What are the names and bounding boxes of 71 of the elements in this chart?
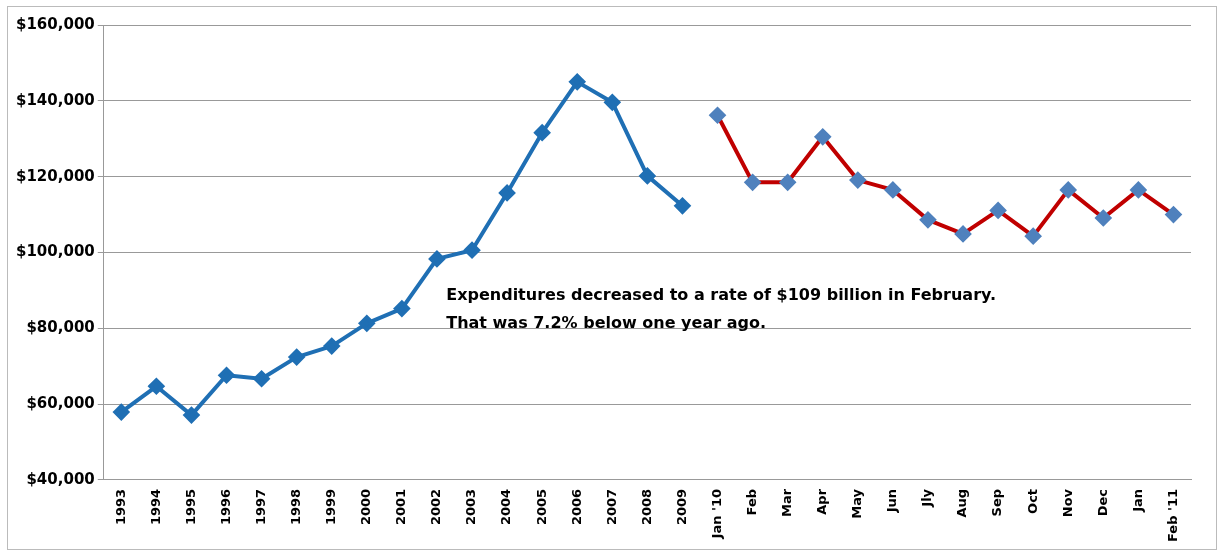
x-tick-label: Oct xyxy=(1024,488,1040,514)
y-tick-label: $160,000 xyxy=(15,14,95,33)
x-tick-label: 1994 xyxy=(147,488,163,526)
point xyxy=(884,181,901,198)
x-tick-label: 2000 xyxy=(358,488,374,526)
x-tick-label: Jan xyxy=(1129,488,1145,513)
point xyxy=(990,202,1007,219)
x-tick-label: 1999 xyxy=(323,488,339,526)
point xyxy=(499,184,516,201)
x-tick-label: 2003 xyxy=(463,488,479,526)
point xyxy=(569,73,586,90)
point xyxy=(1095,209,1112,226)
point xyxy=(779,174,796,191)
x-tick-label: 1995 xyxy=(182,488,198,526)
y-tick-label: $120,000 xyxy=(15,166,95,185)
x-tick-label: Jly xyxy=(919,488,935,508)
point xyxy=(183,407,200,424)
point xyxy=(393,300,410,317)
point xyxy=(955,225,972,242)
point xyxy=(148,378,165,395)
x-tick-label: Apr xyxy=(814,488,830,515)
point xyxy=(1130,181,1147,198)
point xyxy=(639,167,656,184)
point xyxy=(849,172,866,189)
point xyxy=(113,404,130,421)
x-tick-label: May xyxy=(849,488,865,519)
x-tick-label: 2009 xyxy=(673,488,689,526)
x-tick-label: 2006 xyxy=(568,488,584,526)
point xyxy=(253,370,270,387)
point xyxy=(604,94,621,111)
x-tick-label: 2002 xyxy=(428,488,444,526)
point xyxy=(919,211,936,228)
point xyxy=(428,250,445,267)
y-tick-label: $80,000 xyxy=(26,318,95,337)
point xyxy=(1165,206,1182,223)
point xyxy=(1025,228,1042,245)
x-tick-label: 2001 xyxy=(393,488,409,526)
x-tick-label: Mar xyxy=(779,488,795,518)
x-tick-label: 2007 xyxy=(603,488,619,526)
x-tick-label: 1997 xyxy=(252,488,268,526)
x-tick-label: 2005 xyxy=(533,488,549,526)
point xyxy=(288,349,305,366)
x-tick-label: 1993 xyxy=(112,488,128,526)
x-tick-label: Dec xyxy=(1094,488,1110,517)
x-tick-label: Feb '11 xyxy=(1164,488,1180,543)
x-tick-label: 2008 xyxy=(638,488,654,526)
y-tick-label: $60,000 xyxy=(26,394,95,412)
x-tick-label: 1998 xyxy=(288,488,304,526)
x-tick-label: Aug xyxy=(954,488,970,518)
y-tick-label: $40,000 xyxy=(26,469,95,488)
point xyxy=(1060,181,1077,198)
point xyxy=(744,174,761,191)
point xyxy=(358,315,375,332)
y-tick-label: $140,000 xyxy=(15,90,95,109)
x-tick-label: 2004 xyxy=(498,488,514,526)
x-tick-label: Feb xyxy=(743,488,759,516)
point xyxy=(709,107,726,124)
point xyxy=(814,128,831,145)
annotation: That was 7.2% below one year ago. xyxy=(446,312,766,332)
annotation: Expenditures decreased to a rate of $109 billion in February. xyxy=(446,284,997,304)
point xyxy=(674,197,691,214)
y-tick-label: $100,000 xyxy=(15,242,95,261)
point xyxy=(218,367,235,384)
point xyxy=(534,124,551,141)
x-tick-label: Nov xyxy=(1059,488,1075,518)
x-tick-label: Jun xyxy=(884,488,900,514)
x-tick-label: 1996 xyxy=(217,488,233,526)
point xyxy=(323,338,340,355)
x-tick-label: Jan '10 xyxy=(708,488,724,540)
x-tick-label: Sep xyxy=(989,488,1005,517)
point xyxy=(464,242,481,259)
